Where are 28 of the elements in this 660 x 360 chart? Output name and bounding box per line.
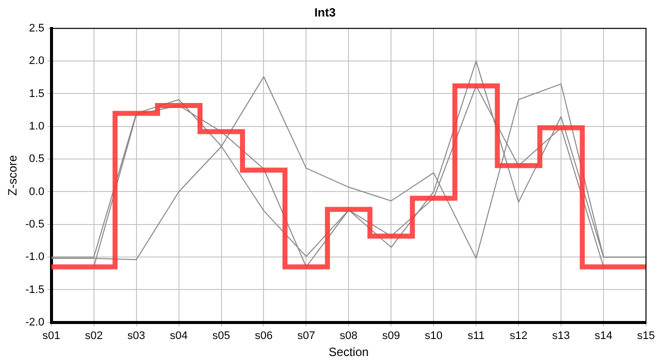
x-tick-label: s03 — [127, 330, 146, 342]
x-tick-label: s09 — [382, 330, 400, 342]
y-tick-label: -1.5 — [25, 284, 44, 296]
x-tick-label: s12 — [510, 330, 528, 342]
y-tick-label: -0.5 — [25, 218, 44, 230]
x-tick-label: s13 — [552, 330, 570, 342]
y-tick-label: 0.0 — [29, 186, 44, 198]
y-tick-label: -1.0 — [25, 251, 44, 264]
x-tick-label: s10 — [424, 330, 442, 342]
x-tick-label: s01 — [42, 330, 60, 342]
y-tick-label: 1.5 — [29, 88, 44, 100]
x-tick-label: s07 — [297, 330, 316, 342]
x-tick-label: s05 — [212, 330, 230, 342]
y-tick-label: 1.0 — [29, 120, 44, 132]
x-tick-label: s11 — [468, 330, 485, 342]
x-tick-label: s14 — [594, 330, 612, 342]
chart-title: Int3 — [314, 6, 336, 20]
x-tick-label: s04 — [170, 330, 188, 342]
y-tick-label: -2.0 — [25, 316, 44, 328]
x-tick-label: s08 — [340, 330, 358, 342]
y-tick-label: 0.5 — [29, 153, 44, 166]
y-axis-title: Z-score — [6, 154, 20, 196]
y-tick-label: 2.0 — [29, 55, 44, 68]
x-axis-title: Section — [328, 345, 369, 360]
x-tick-label: s02 — [84, 330, 103, 342]
y-tick-label: 2.5 — [29, 22, 44, 34]
x-tick-label: s06 — [254, 330, 273, 342]
x-tick-label: s15 — [637, 330, 655, 342]
